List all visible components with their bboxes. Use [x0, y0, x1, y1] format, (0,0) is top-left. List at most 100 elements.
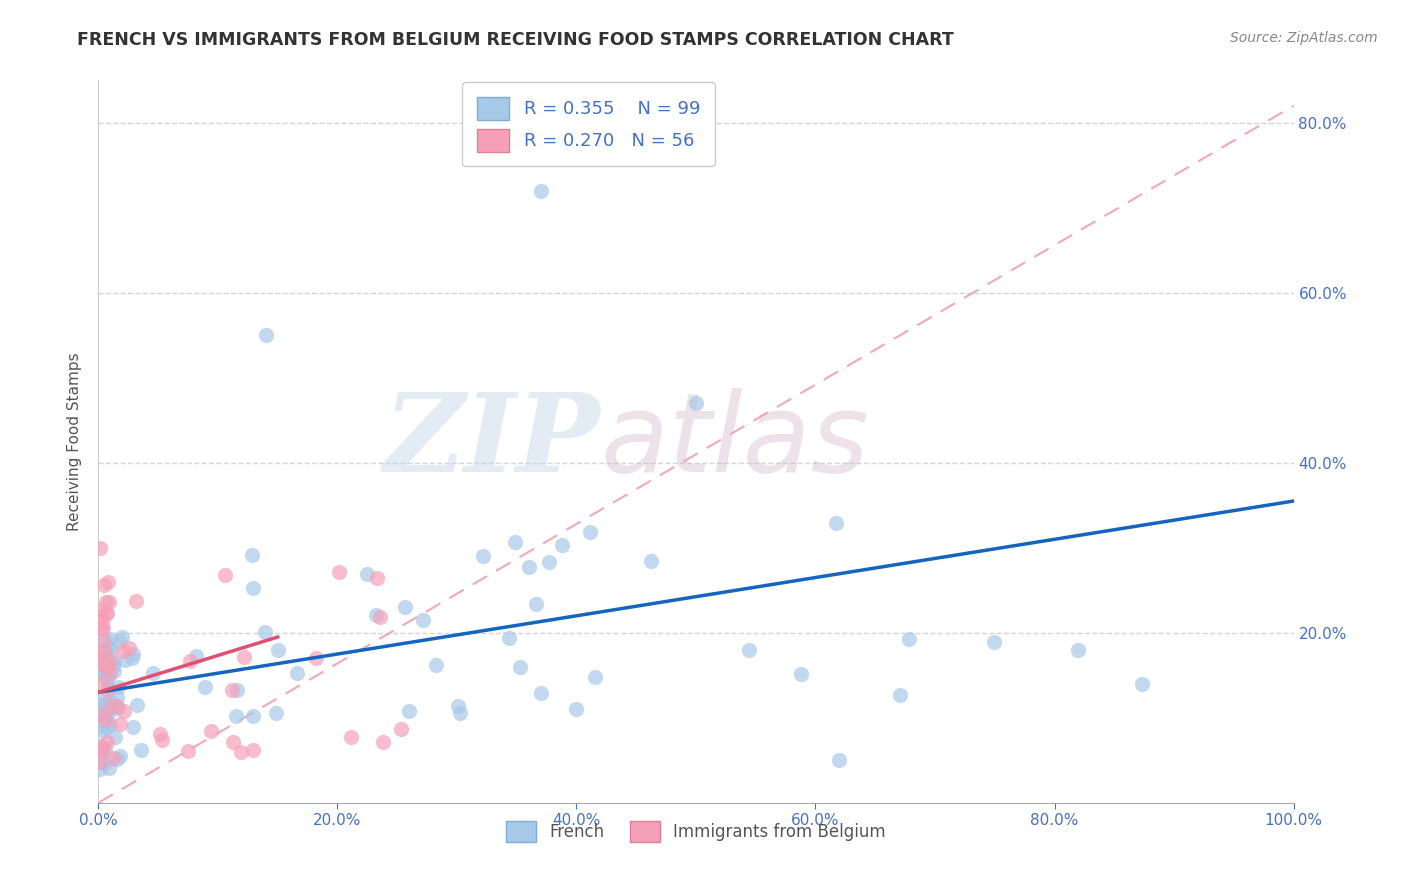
Point [232, 649, 254, 664]
Point [114, 652, 136, 666]
Point [150, 732, 173, 747]
Point [640, 554, 662, 568]
Point [226, 682, 249, 697]
Point [94, 741, 117, 756]
Point [89, 755, 111, 769]
Point [267, 643, 290, 657]
Point [530, 184, 553, 198]
Point [96, 697, 118, 711]
Point [425, 658, 447, 673]
Text: Source: ZipAtlas.com: Source: ZipAtlas.com [1230, 31, 1378, 45]
Text: ZIP: ZIP [384, 388, 600, 495]
Point [96, 606, 118, 620]
Point [118, 640, 141, 655]
Point [94, 594, 117, 608]
Point [104, 730, 127, 744]
Point [89, 707, 111, 722]
Point [93, 756, 115, 771]
Point [505, 534, 527, 549]
Point [389, 722, 412, 736]
Point [108, 633, 131, 648]
Point [366, 571, 388, 585]
Point [449, 706, 471, 721]
Point [447, 698, 470, 713]
Point [122, 647, 145, 661]
Point [94, 656, 117, 670]
Point [1067, 642, 1090, 657]
Point [94, 670, 117, 684]
Point [93, 577, 115, 591]
Point [529, 685, 551, 699]
Point [177, 744, 200, 758]
Point [200, 724, 222, 739]
Point [96, 720, 118, 734]
Point [194, 680, 217, 694]
Point [89, 676, 111, 690]
Point [90, 603, 112, 617]
Point [94, 705, 117, 719]
Point [517, 559, 540, 574]
Point [89, 762, 111, 776]
Point [579, 525, 602, 540]
Point [96, 734, 118, 748]
Point [221, 683, 243, 698]
Point [90, 690, 112, 705]
Point [121, 721, 143, 735]
Point [107, 680, 129, 694]
Point [107, 700, 129, 714]
Point [368, 610, 391, 624]
Point [89, 661, 111, 675]
Point [96, 653, 118, 667]
Point [90, 621, 112, 635]
Point [97, 574, 120, 589]
Point [583, 670, 606, 684]
Point [93, 740, 115, 755]
Point [225, 709, 247, 723]
Point [242, 708, 264, 723]
Point [94, 633, 117, 648]
Point [94, 607, 117, 621]
Point [103, 656, 125, 670]
Legend: French, Immigrants from Belgium: French, Immigrants from Belgium [499, 814, 893, 848]
Point [398, 704, 420, 718]
Point [114, 704, 136, 718]
Point [91, 615, 114, 629]
Point [91, 720, 114, 734]
Point [105, 690, 128, 705]
Point [242, 548, 264, 562]
Point [825, 516, 848, 530]
Point [551, 537, 574, 551]
Point [89, 649, 111, 664]
Point [98, 653, 121, 667]
Point [90, 704, 112, 718]
Point [90, 657, 112, 671]
Point [222, 735, 245, 749]
Point [98, 717, 121, 731]
Point [108, 748, 131, 763]
Point [285, 665, 308, 680]
Point [897, 632, 920, 647]
Point [214, 567, 236, 582]
Point [108, 716, 131, 731]
Point [356, 566, 378, 581]
Point [242, 581, 264, 595]
Point [254, 328, 277, 343]
Point [89, 739, 111, 754]
Point [96, 663, 118, 677]
Point [509, 660, 531, 674]
Point [96, 657, 118, 672]
Point [111, 630, 134, 644]
Point [121, 650, 143, 665]
Point [371, 735, 394, 749]
Point [89, 541, 111, 555]
Point [111, 644, 134, 658]
Text: atlas: atlas [600, 388, 869, 495]
Point [738, 643, 761, 657]
Point [524, 597, 547, 611]
Point [304, 651, 326, 665]
Point [394, 600, 416, 615]
Point [983, 635, 1005, 649]
Point [471, 549, 494, 563]
Point [91, 714, 114, 729]
Point [97, 698, 120, 713]
